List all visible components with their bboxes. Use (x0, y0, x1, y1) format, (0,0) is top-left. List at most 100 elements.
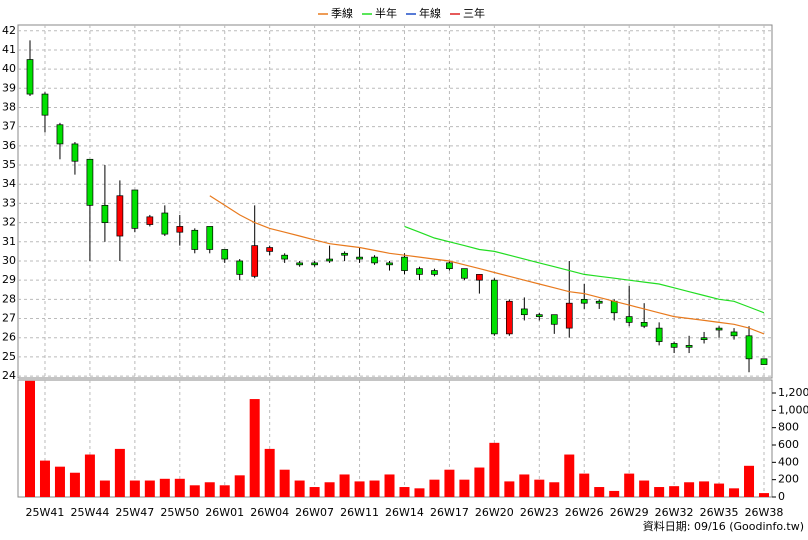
legend-label: 三年 (463, 6, 485, 20)
y-tick-label: 26 (2, 331, 16, 344)
volume-bar (699, 481, 710, 497)
volume-bar (294, 480, 305, 497)
candle-body (431, 270, 438, 275)
candle-body (326, 258, 333, 262)
candle-body (685, 345, 693, 348)
volume-bar (144, 480, 155, 497)
volume-bar (579, 473, 590, 497)
volume-bar (669, 486, 680, 497)
y-tick-label: 28 (2, 292, 16, 305)
volume-bar (369, 480, 380, 497)
y2-tick-label: 0 (778, 490, 785, 503)
candle-body (565, 302, 573, 329)
y-tick-label: 24 (2, 369, 16, 382)
y2-tick-label: 1,000 (778, 403, 808, 416)
volume-panel (17, 379, 773, 498)
candle-body (446, 262, 453, 269)
y-tick-label: 27 (2, 312, 16, 325)
volume-bar (624, 473, 635, 497)
candle-body (41, 93, 49, 116)
volume-bar (114, 448, 125, 497)
moving-average-line (404, 225, 765, 314)
candle-body (26, 59, 34, 95)
volume-bar (504, 481, 515, 497)
volume-bar (444, 469, 455, 497)
y-tick-label: 35 (2, 158, 16, 171)
volume-bar (339, 474, 350, 497)
candle-body (341, 252, 348, 256)
y-tick-label: 36 (2, 139, 16, 152)
x-tick-label: 26W38 (745, 506, 784, 519)
volume-bar (519, 474, 530, 497)
candle-body (311, 262, 318, 266)
candle-body (176, 226, 184, 233)
x-tick-label: 25W47 (115, 506, 154, 519)
volume-bar (264, 448, 275, 497)
source-note: 資料日期: 09/16 (Goodinfo.tw) (643, 519, 804, 533)
volume-bar (25, 380, 35, 497)
candle-body (416, 268, 423, 275)
volume-bar (309, 487, 320, 497)
volume-bar (234, 475, 245, 497)
candle-body (281, 254, 289, 260)
volume-bar (219, 485, 230, 497)
volume-bar (729, 488, 740, 497)
x-tick-label: 25W50 (160, 506, 199, 519)
x-tick-label: 26W04 (250, 506, 289, 519)
candle-body (745, 335, 753, 360)
y-tick-label: 34 (2, 177, 16, 190)
y-tick-label: 31 (2, 235, 16, 248)
y-tick-label: 25 (2, 350, 16, 363)
candle-body (296, 262, 303, 266)
volume-bar (69, 472, 80, 497)
volume-bar (399, 487, 410, 497)
y2-tick-label: 1,200 (778, 386, 808, 399)
price-panel (17, 24, 773, 379)
volume-bar (84, 454, 95, 497)
y-tick-label: 41 (2, 43, 16, 56)
candle-body (760, 358, 768, 365)
volume-bar (564, 454, 575, 497)
candle-body (386, 262, 393, 266)
x-tick-label: 26W35 (700, 506, 739, 519)
candle-body (461, 268, 468, 279)
volume-bar (39, 460, 50, 497)
volume-bar (549, 482, 560, 497)
x-tick-label: 26W01 (205, 506, 244, 519)
volume-bar (759, 493, 769, 497)
y2-tick-label: 600 (778, 438, 799, 451)
legend-label: 季線 (331, 6, 353, 20)
candle-body (700, 337, 708, 340)
candle-body (116, 195, 124, 237)
candle-body (191, 229, 199, 250)
volume-bar (159, 478, 170, 497)
volume-bar (414, 488, 425, 497)
legend-label: 半年 (375, 6, 397, 20)
x-tick-label: 26W23 (520, 506, 559, 519)
y2-tick-label: 400 (778, 455, 799, 468)
candle-body (670, 343, 678, 348)
candle-body (371, 256, 378, 264)
x-tick-label: 26W17 (430, 506, 469, 519)
volume-bar (609, 490, 620, 497)
volume-bar (384, 474, 395, 497)
x-tick-label: 26W07 (295, 506, 334, 519)
x-tick-label: 25W44 (70, 506, 109, 519)
candle-body (401, 256, 408, 271)
candle-body (251, 245, 259, 277)
candle-body (266, 247, 274, 252)
candle-body (356, 256, 363, 260)
volume-bar (324, 482, 335, 497)
candle-body (595, 300, 603, 304)
candle-body (206, 226, 214, 250)
x-tick-label: 26W26 (565, 506, 604, 519)
candle-body (535, 314, 543, 317)
volume-bar (639, 480, 650, 497)
candle-body (640, 322, 648, 327)
candle-body (491, 279, 498, 335)
y-tick-label: 30 (2, 254, 16, 267)
volume-bar (534, 479, 545, 497)
candle-body (550, 314, 558, 325)
candle-body (221, 249, 229, 260)
volume-bar (249, 399, 260, 497)
